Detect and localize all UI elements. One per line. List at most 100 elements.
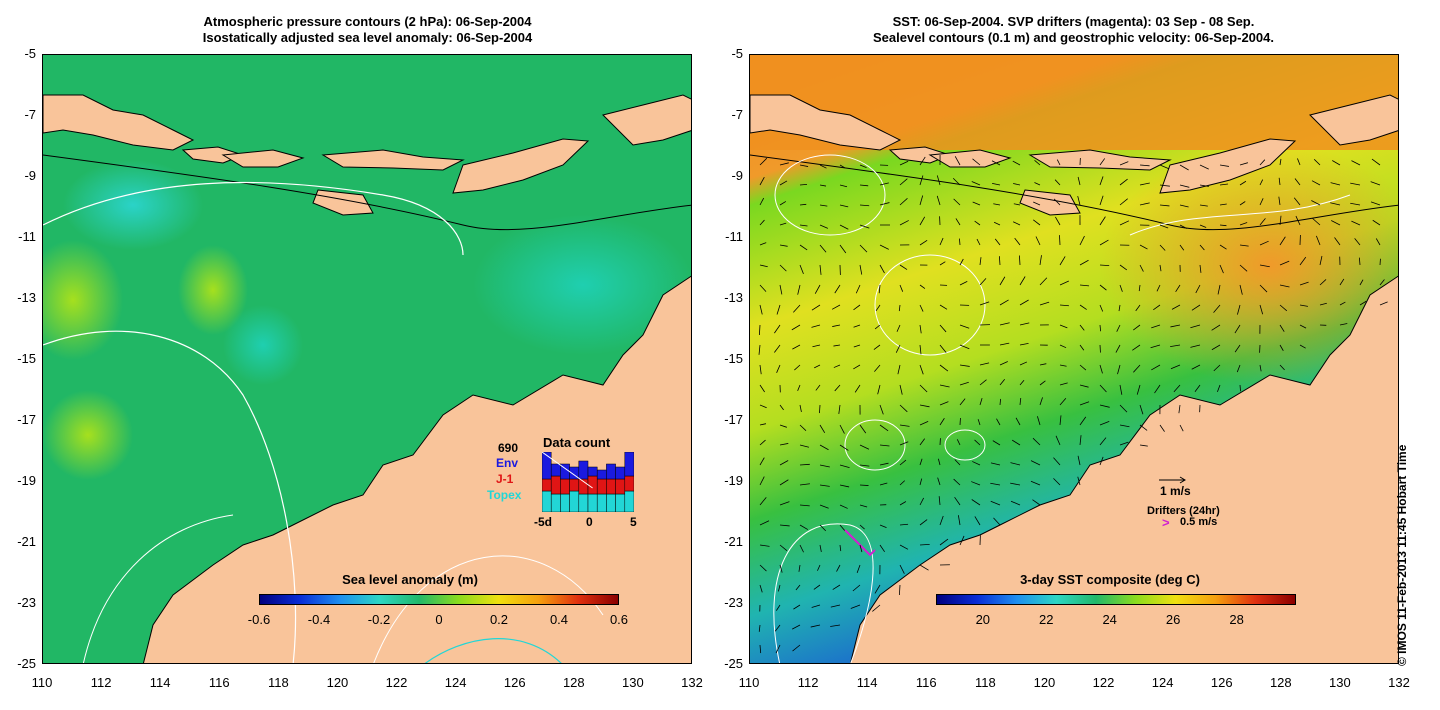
velocity-vector — [1099, 264, 1110, 266]
velocity-vector — [1190, 344, 1201, 348]
velocity-vector — [919, 497, 924, 506]
data-count-bar-topex — [615, 493, 626, 512]
sla-anomaly-east — [473, 215, 691, 355]
velocity-vector — [1119, 161, 1129, 166]
velocity-vector — [759, 197, 765, 206]
velocity-vector — [759, 644, 762, 654]
legend-j1: J-1 — [496, 472, 514, 486]
velocity-vector — [1119, 178, 1128, 186]
velocity-vector — [1019, 379, 1025, 386]
velocity-vector — [996, 418, 1001, 426]
sst-map[interactable] — [749, 54, 1399, 664]
velocity-vector — [919, 519, 928, 526]
velocity-vector — [972, 158, 981, 166]
sumba-island — [1019, 189, 1081, 216]
velocity-vector — [1293, 197, 1301, 206]
velocity-vector — [1159, 204, 1170, 207]
data-count-bar-j1 — [587, 475, 598, 495]
x-tick: 110 — [31, 675, 53, 690]
y-tick: -13 — [17, 290, 36, 305]
velocity-vector — [775, 644, 781, 654]
velocity-vector — [1211, 344, 1221, 351]
velocity-vector — [879, 404, 884, 415]
velocity-vector — [1159, 184, 1170, 187]
velocity-vector — [976, 238, 981, 246]
velocity-vector — [1059, 280, 1069, 286]
australia-landmass — [849, 275, 1398, 663]
velocity-vector — [1079, 324, 1085, 331]
velocity-vector — [999, 276, 1006, 286]
velocity-vector — [993, 221, 1001, 226]
velocity-vector — [839, 524, 845, 531]
velocity-vector — [1358, 257, 1361, 266]
velocity-vector — [1319, 255, 1323, 266]
velocity-vector — [1313, 159, 1321, 166]
velocity-vector — [1099, 158, 1106, 166]
velocity-vector — [1019, 299, 1029, 306]
velocity-vector — [955, 218, 961, 226]
velocity-vector — [959, 398, 966, 406]
velocity-vector — [919, 304, 924, 312]
velocity-vector — [831, 304, 841, 310]
x-tick: 112 — [90, 675, 112, 690]
velocity-vector — [819, 464, 830, 468]
velocity-vector — [1099, 176, 1104, 186]
velocity-vector — [839, 424, 845, 434]
velocity-vector — [1012, 221, 1021, 226]
velocity-vector — [1133, 324, 1141, 331]
velocity-vector — [1199, 204, 1208, 207]
velocity-vector — [811, 304, 821, 311]
velocity-vector — [1053, 198, 1061, 206]
velocity-vector — [859, 524, 865, 530]
velocity-vector — [1359, 300, 1367, 306]
velocity-vector — [1239, 284, 1243, 295]
velocity-vector — [819, 244, 827, 253]
sla-map-graphic — [43, 55, 691, 663]
velocity-vector — [852, 584, 861, 592]
velocity-vector — [999, 361, 1008, 366]
velocity-vector — [1178, 404, 1181, 414]
velocity-vector — [811, 604, 821, 608]
velocity-vector — [1259, 198, 1264, 206]
velocity-vector — [1039, 397, 1043, 406]
velocity-vector — [839, 504, 848, 509]
data-count-bar-env — [542, 452, 552, 480]
x-tick: 116 — [208, 675, 230, 690]
velocity-vector — [939, 324, 947, 333]
velocity-vector — [1279, 158, 1282, 166]
velocity-vector — [1059, 344, 1067, 349]
velocity-vector — [879, 424, 889, 432]
velocity-vector — [899, 220, 909, 226]
sea-level-anomaly-map[interactable] — [42, 54, 692, 664]
velocity-vector — [759, 384, 765, 393]
data-count-bar-j1 — [624, 475, 634, 492]
sealevel-contour-eddy-1 — [774, 154, 886, 236]
velocity-vector — [819, 264, 822, 275]
data-count-bar-topex — [587, 493, 598, 512]
velocity-vector — [1118, 304, 1121, 312]
data-count-trend-line — [542, 452, 593, 489]
velocity-vector — [899, 160, 909, 166]
velocity-vector — [1138, 284, 1141, 292]
velocity-vector — [859, 164, 867, 168]
velocity-vector — [1030, 460, 1041, 466]
y-tick: -15 — [724, 351, 743, 366]
velocity-vector — [974, 220, 981, 226]
velocity-vector — [1354, 238, 1361, 246]
sealevel-contour-south — [773, 523, 874, 663]
velocity-vector — [779, 180, 788, 186]
velocity-vector — [1351, 220, 1361, 226]
velocity-vector — [1079, 235, 1085, 246]
velocity-vector — [1217, 384, 1221, 393]
velocity-vector — [999, 342, 1010, 346]
velocity-vector — [1219, 203, 1227, 206]
velocity-vector — [1032, 437, 1041, 446]
velocity-vector — [1059, 304, 1069, 307]
sla-colorbar — [259, 594, 619, 605]
y-tick: -23 — [724, 595, 743, 610]
velocity-vector — [1179, 164, 1189, 171]
velocity-vector — [1219, 264, 1224, 274]
velocity-vector — [936, 195, 941, 206]
velocity-vector — [1039, 363, 1047, 366]
velocity-vector — [1139, 182, 1150, 186]
